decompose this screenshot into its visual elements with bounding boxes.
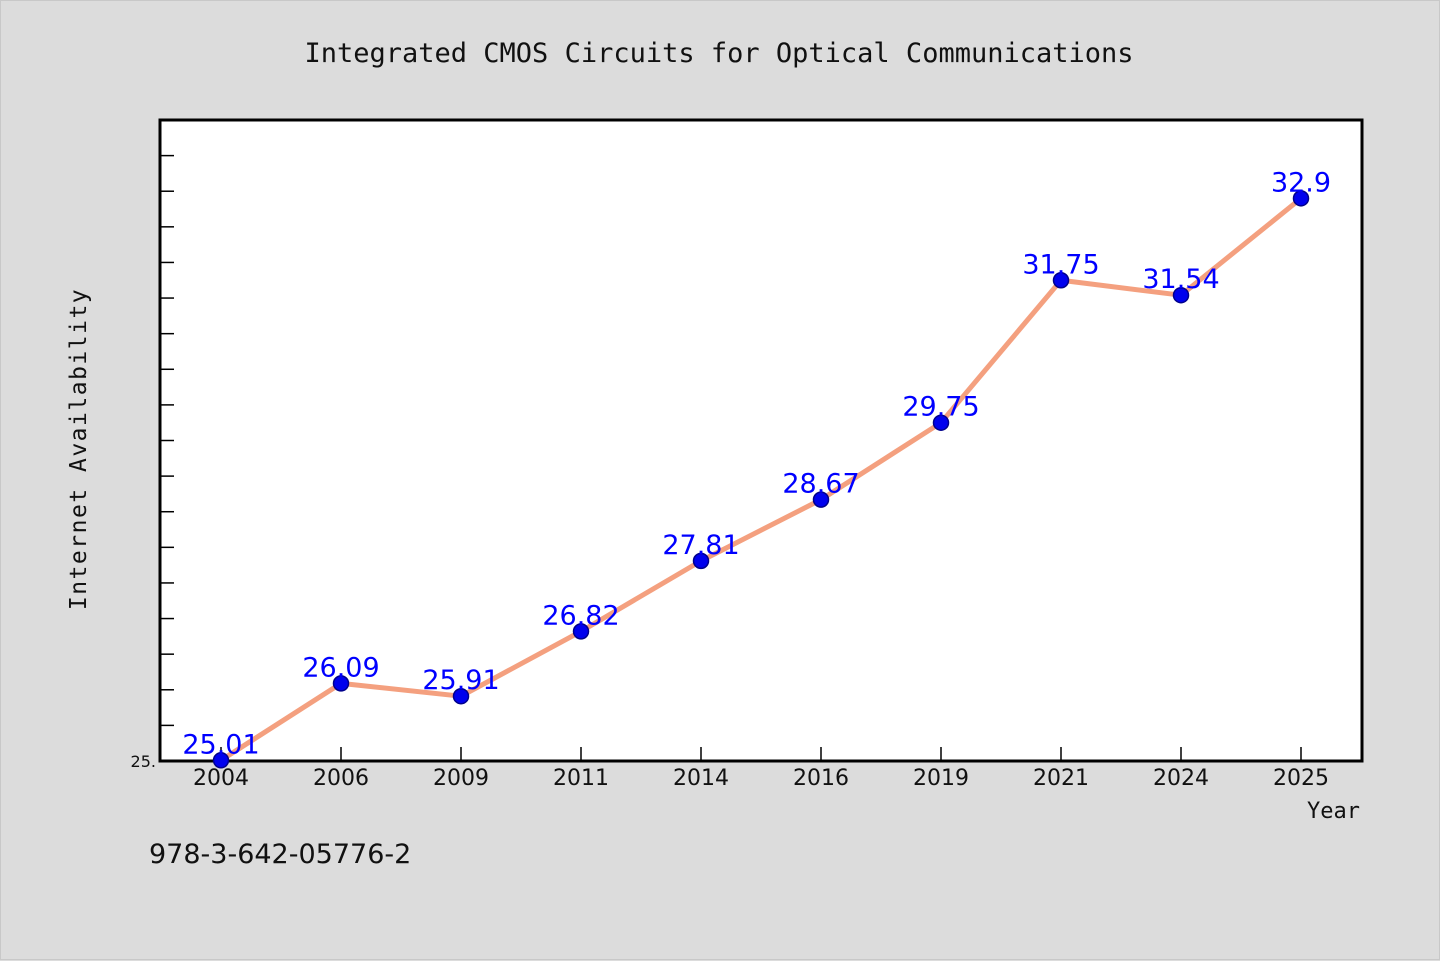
isbn-text: 978-3-642-05776-2 — [149, 839, 411, 870]
x-tick-label: 2016 — [793, 766, 849, 791]
y-axis-tick-labels: 25. — [131, 752, 156, 771]
data-label: 28.67 — [782, 469, 859, 500]
data-label: 31.54 — [1142, 264, 1219, 295]
data-point — [572, 623, 590, 640]
x-axis-label: Year — [1307, 799, 1360, 824]
x-tick-label: 2014 — [673, 766, 729, 791]
x-axis-tick-labels: 2004 2006 2009 2011 2014 2016 2019 2021 2024 2025 — [193, 766, 1329, 791]
data-point — [452, 687, 470, 705]
data-label: 31.75 — [1022, 249, 1099, 280]
x-tick-label: 2024 — [1153, 766, 1209, 791]
data-point — [812, 491, 830, 508]
data-point — [1172, 286, 1190, 304]
data-point — [1292, 190, 1310, 207]
data-labels: 25.01 26.09 25.91 26.82 27.81 28.67 29.75 31.75… — [182, 167, 1331, 760]
x-tick-label: 2019 — [913, 766, 969, 791]
x-axis-ticks — [220, 747, 1302, 761]
x-tick-label: 2006 — [313, 766, 369, 791]
data-label: 26.82 — [542, 600, 619, 631]
data-label: 25.91 — [422, 665, 499, 696]
series-line — [218, 195, 1304, 763]
y-axis-ticks — [160, 119, 174, 762]
x-tick-label: 2004 — [193, 766, 249, 791]
data-label: 29.75 — [902, 392, 979, 423]
data-point — [932, 414, 950, 431]
data-point — [1052, 272, 1070, 289]
data-point — [212, 752, 230, 769]
data-label: 32.9 — [1271, 167, 1331, 198]
data-label: 27.81 — [662, 530, 739, 561]
x-tick-label: 2025 — [1273, 766, 1329, 791]
x-tick-label: 2011 — [553, 766, 609, 791]
data-label: 26.09 — [302, 652, 379, 683]
data-point — [692, 552, 710, 570]
series-markers — [212, 190, 1310, 769]
y-tick-label: 25. — [131, 752, 156, 771]
data-label: 25.01 — [182, 729, 259, 760]
x-tick-label: 2021 — [1033, 766, 1089, 791]
chart-title: Integrated CMOS Circuits for Optical Com… — [304, 38, 1133, 69]
x-tick-label: 2009 — [433, 766, 489, 791]
plot-area — [158, 118, 1364, 763]
y-axis-label: Internet Availability — [66, 288, 92, 610]
data-point — [332, 675, 350, 692]
